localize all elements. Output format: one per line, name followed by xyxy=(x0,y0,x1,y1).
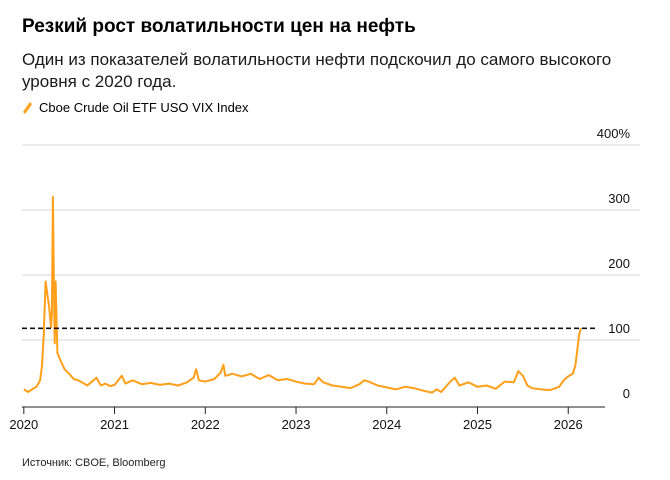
series-line xyxy=(23,196,582,394)
grid-layer xyxy=(22,144,640,341)
x-tick-label: 2020 xyxy=(9,417,38,432)
series-layer xyxy=(23,196,582,394)
y-tick-label: 200 xyxy=(608,256,630,271)
x-tick-label: 2022 xyxy=(191,417,220,432)
y-tick-label: 100 xyxy=(608,321,630,336)
x-tick-label: 2026 xyxy=(554,417,583,432)
legend-label: Cboe Crude Oil ETF USO VIX Index xyxy=(39,100,249,115)
y-axis-labels: 0 100 200 300 400% xyxy=(597,126,631,401)
y-tick-label: 300 xyxy=(608,191,630,206)
x-tick-label: 2024 xyxy=(372,417,401,432)
y-tick-label: 0 xyxy=(623,386,630,401)
x-axis: 2020 2021 2022 2023 2024 2025 2026 xyxy=(9,406,605,432)
x-tick-label: 2021 xyxy=(100,417,129,432)
x-tick-label: 2025 xyxy=(463,417,492,432)
y-tick-label: 400% xyxy=(597,126,631,141)
chart-title: Резкий рост волатильности цен на нефть xyxy=(22,16,416,37)
legend: Cboe Crude Oil ETF USO VIX Index xyxy=(22,100,249,115)
x-tick-label: 2023 xyxy=(282,417,311,432)
chart-subtitle: Один из показателей волатильности нефти … xyxy=(22,50,612,91)
source-note: Источник: CBOE, Bloomberg xyxy=(22,457,166,469)
